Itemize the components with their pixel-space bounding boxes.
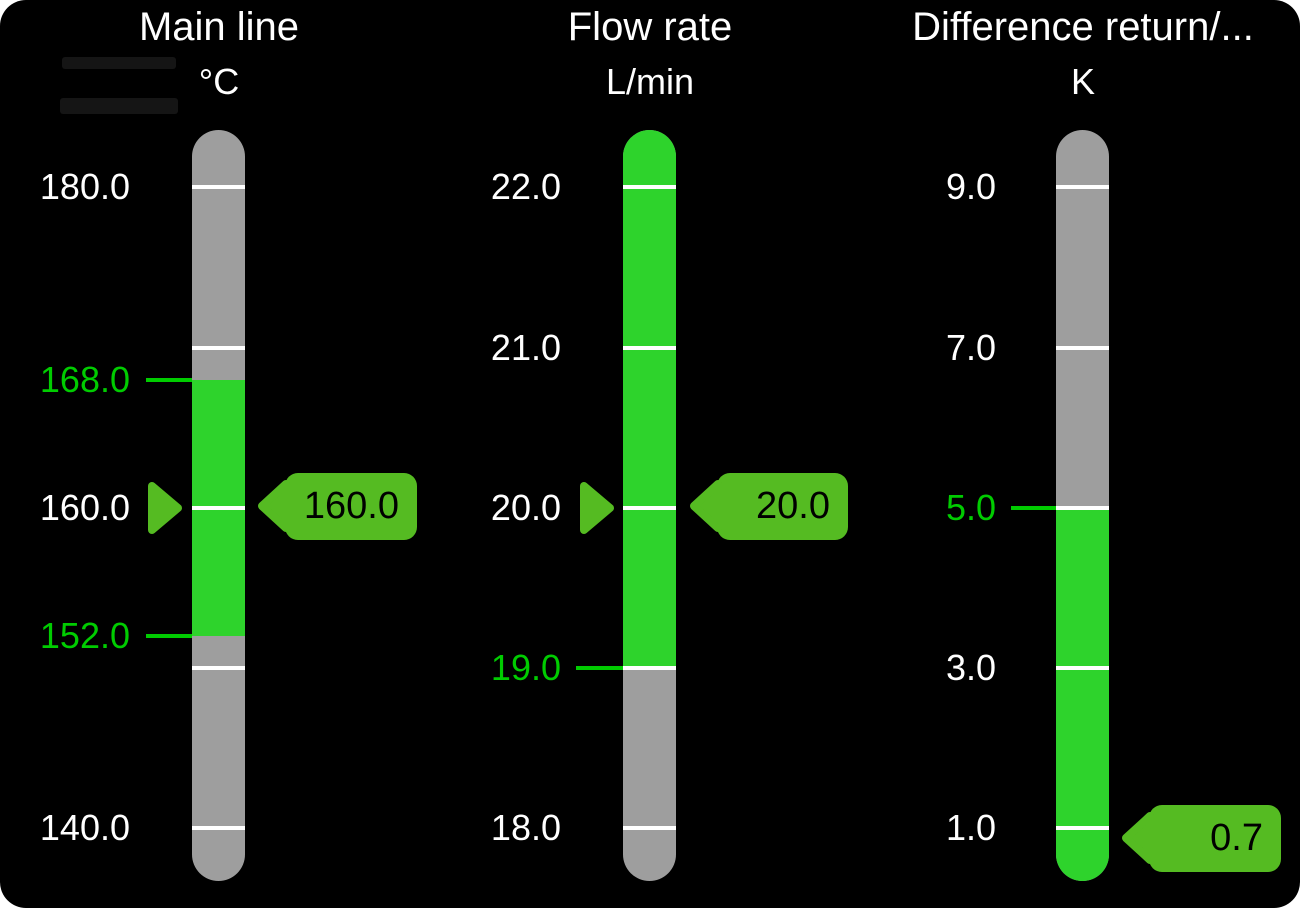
value-pointer-icon bbox=[580, 482, 614, 534]
scale-label: 180.0 bbox=[39, 166, 130, 207]
green-zone bbox=[1056, 508, 1109, 881]
redacted-text-artifact bbox=[62, 57, 176, 69]
scale-label: 160.0 bbox=[39, 487, 130, 528]
gauge-unit: K bbox=[1070, 61, 1095, 102]
tick-mark bbox=[192, 506, 245, 510]
gauge-bar bbox=[192, 130, 245, 881]
tick-mark bbox=[1056, 506, 1109, 510]
gauge-bar bbox=[1056, 130, 1109, 881]
gauge-title: Main line bbox=[138, 5, 300, 49]
value-badge: 0.7 bbox=[1122, 805, 1281, 872]
tick-mark bbox=[1056, 346, 1109, 350]
tick-mark bbox=[1056, 666, 1109, 670]
badge-arrow-icon bbox=[1122, 812, 1154, 864]
value-badge-text: 20.0 bbox=[756, 485, 830, 527]
limit-leader-line bbox=[146, 634, 192, 638]
tick-mark bbox=[192, 346, 245, 350]
tick-mark bbox=[623, 826, 676, 830]
gauge-title: Flow rate bbox=[567, 5, 733, 49]
scale-label: 9.0 bbox=[945, 166, 996, 207]
scale-label: 20.0 bbox=[490, 487, 561, 528]
tick-mark bbox=[1056, 185, 1109, 189]
tick-mark bbox=[192, 826, 245, 830]
scale-label: 3.0 bbox=[945, 647, 996, 688]
scale-label: 7.0 bbox=[945, 327, 996, 368]
badge-arrow-icon bbox=[690, 480, 722, 532]
green-zone bbox=[623, 130, 676, 667]
gauge-bar bbox=[623, 130, 676, 881]
scale-label: 21.0 bbox=[490, 327, 561, 368]
scale-label: 18.0 bbox=[490, 807, 561, 848]
gauge-unit: L/min bbox=[605, 61, 695, 102]
tick-mark bbox=[623, 666, 676, 670]
tick-mark bbox=[623, 185, 676, 189]
scale-label: 140.0 bbox=[39, 807, 130, 848]
tick-mark bbox=[192, 185, 245, 189]
limit-leader-line bbox=[576, 666, 623, 670]
tick-mark bbox=[1056, 826, 1109, 830]
limit-high-label: 168.0 bbox=[39, 359, 130, 400]
gauge-unit: °C bbox=[198, 61, 240, 102]
value-badge: 20.0 bbox=[690, 473, 848, 540]
limit-leader-line bbox=[1011, 506, 1056, 510]
limit-low-label: 152.0 bbox=[39, 615, 130, 656]
tick-mark bbox=[623, 346, 676, 350]
tick-mark bbox=[623, 506, 676, 510]
value-badge: 160.0 bbox=[258, 473, 417, 540]
value-pointer-icon bbox=[148, 482, 182, 534]
tick-mark bbox=[192, 666, 245, 670]
scale-label: 1.0 bbox=[945, 807, 996, 848]
scale-label: 22.0 bbox=[490, 166, 561, 207]
badge-arrow-icon bbox=[258, 480, 290, 532]
limit-high-label: 5.0 bbox=[945, 487, 996, 528]
gauge-title: Difference return/... bbox=[912, 5, 1254, 49]
limit-leader-line bbox=[146, 378, 192, 382]
limit-low-label: 19.0 bbox=[490, 647, 561, 688]
redacted-text-artifact bbox=[60, 98, 178, 114]
value-badge-text: 0.7 bbox=[1210, 817, 1263, 859]
value-badge-text: 160.0 bbox=[303, 485, 399, 527]
